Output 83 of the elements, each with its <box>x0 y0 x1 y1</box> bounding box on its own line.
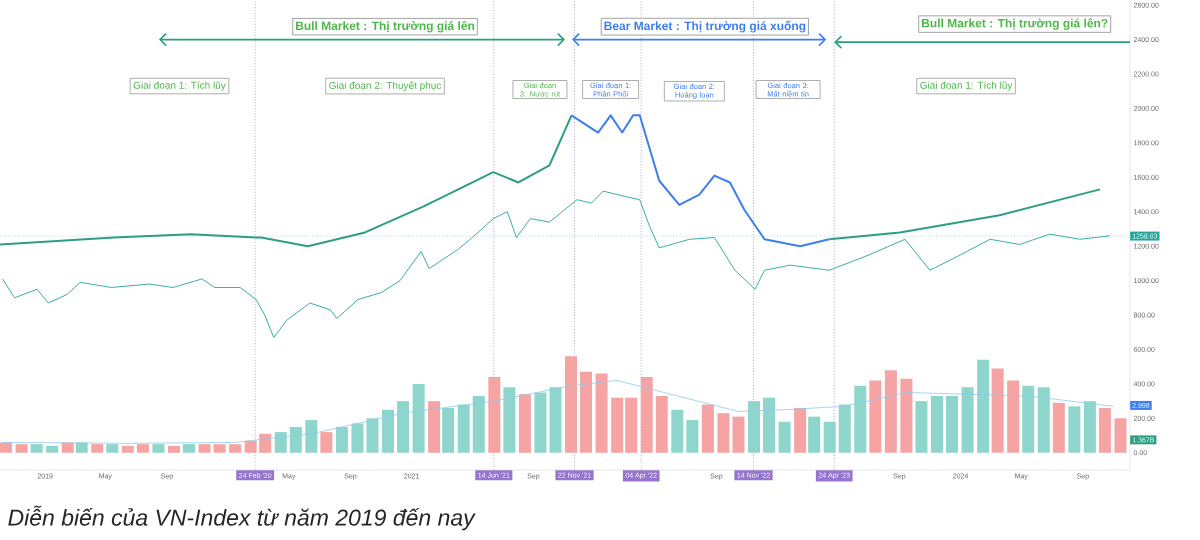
bar <box>884 370 897 453</box>
bar <box>1068 406 1081 453</box>
bar <box>717 413 730 453</box>
bar <box>930 395 943 453</box>
bar <box>183 444 196 453</box>
bar <box>580 371 593 453</box>
bar <box>198 444 211 453</box>
bar <box>640 377 653 453</box>
bar <box>366 418 379 453</box>
bar <box>946 395 959 453</box>
bar <box>869 380 882 453</box>
bar <box>335 426 348 453</box>
bar <box>686 420 699 453</box>
bar <box>915 401 928 453</box>
bar <box>961 387 974 453</box>
bar <box>1022 385 1035 453</box>
bar <box>732 416 745 453</box>
bar <box>503 387 516 453</box>
bar <box>854 385 867 453</box>
bar <box>534 392 547 453</box>
bar <box>15 444 28 453</box>
bar <box>1083 401 1096 453</box>
bar <box>748 401 760 453</box>
bar <box>136 444 149 453</box>
line-series <box>828 188 1101 241</box>
line-series <box>0 114 573 248</box>
bar <box>457 404 470 453</box>
bar <box>412 383 425 453</box>
bar <box>472 395 485 453</box>
bar <box>46 445 59 453</box>
bar <box>701 404 714 453</box>
bar <box>121 445 134 453</box>
bar <box>229 444 242 453</box>
bar <box>671 409 684 453</box>
bar <box>0 442 13 453</box>
bar <box>838 404 851 453</box>
bar <box>213 444 226 453</box>
bar <box>351 423 364 453</box>
annotation: Bull Market : Thị trường giá lên? <box>921 18 1108 30</box>
bar <box>549 387 562 453</box>
bar <box>595 373 608 453</box>
bar <box>30 444 43 453</box>
bar <box>823 421 836 453</box>
bar <box>1114 418 1127 453</box>
line-series <box>2 380 1114 444</box>
bar <box>565 356 578 453</box>
bar <box>808 416 821 453</box>
bar <box>778 421 791 453</box>
bar <box>1098 408 1111 453</box>
bar <box>763 397 776 453</box>
bar <box>625 397 638 453</box>
annotation: Giai đoạn 1: Tích lũy <box>920 81 1013 91</box>
bar <box>1037 387 1050 453</box>
bar <box>428 401 441 453</box>
text: Diễn biến của VN-Index từ năm 2019 đến nay <box>8 505 476 531</box>
bar <box>259 433 272 453</box>
bar <box>244 440 257 453</box>
bar <box>167 445 180 453</box>
bar <box>1007 380 1020 453</box>
bar <box>397 401 410 453</box>
bar <box>655 395 668 453</box>
annotation: Bear Market : Thị trường giá xuống <box>604 20 806 33</box>
bar <box>1052 402 1065 453</box>
bar <box>382 409 395 453</box>
bar <box>442 408 455 453</box>
bar <box>274 432 287 453</box>
bar <box>518 394 531 453</box>
bar <box>152 444 165 453</box>
bar <box>320 432 333 453</box>
annotation: Bull Market : Thị trường giá lên <box>295 20 475 33</box>
bar <box>305 420 318 453</box>
annotation: Giai đoạn 1: Tích lũy <box>133 81 226 91</box>
bar <box>977 359 990 453</box>
bar <box>488 377 501 453</box>
bar <box>106 444 119 453</box>
bar <box>289 426 302 453</box>
bar <box>900 378 913 453</box>
bar <box>991 368 1004 453</box>
line-series <box>570 114 831 248</box>
bar <box>794 408 807 453</box>
annotation: Giai đoạn 2: Thuyết phục <box>329 81 442 91</box>
bar <box>611 397 624 453</box>
bar <box>91 444 104 453</box>
